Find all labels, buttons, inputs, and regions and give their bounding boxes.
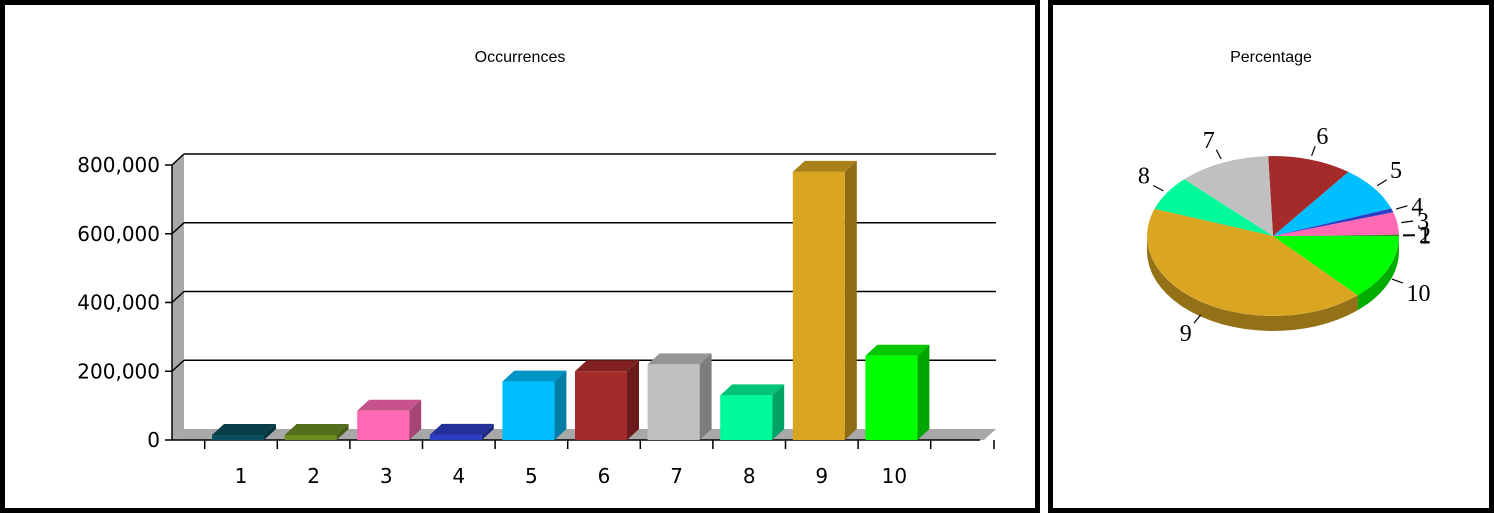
gridline-diagonal — [171, 359, 185, 372]
pie-slice-3 — [1273, 212, 1399, 236]
y-tick-label: 200,000 — [77, 359, 160, 383]
bar-3 — [357, 399, 422, 440]
bar-front — [284, 435, 337, 440]
percentage-chart-panel: Percentage 1 2 3 4 5 6 7 8 9 10 — [1048, 0, 1494, 513]
y-tick-label: 400,000 — [77, 291, 160, 315]
x-tick-label: 9 — [815, 464, 828, 488]
pie-slice-4 — [1273, 208, 1394, 236]
x-tick-label: 7 — [670, 464, 683, 488]
bar-top — [502, 370, 567, 382]
pie-leader-10 — [1391, 278, 1404, 284]
bar-front — [720, 395, 773, 440]
occurrences-chart-title: Occurrences — [474, 49, 566, 66]
y-tick-label: 800,000 — [77, 153, 160, 177]
bar-6 — [575, 360, 639, 440]
pie-slice-2 — [1273, 234, 1400, 236]
bar-9 — [792, 160, 857, 440]
y-tick-label: 600,000 — [77, 222, 160, 246]
bar-front — [357, 410, 410, 440]
x-tick-label: 4 — [452, 464, 465, 488]
pie-slice-7 — [1184, 156, 1273, 236]
pie-side-9 — [1147, 236, 1358, 331]
pie-label-2: 2 — [1419, 223, 1431, 249]
bar-side — [772, 384, 785, 440]
bar-8 — [720, 384, 785, 440]
pie-leader-7 — [1215, 149, 1222, 160]
y-tick-label: 0 — [147, 428, 160, 452]
bar-5 — [502, 370, 567, 440]
bar-7 — [647, 353, 712, 440]
bar-1 — [212, 424, 276, 440]
bar-front — [212, 435, 264, 440]
pie-leader-9 — [1193, 314, 1202, 324]
bar-top — [575, 360, 639, 372]
pie-label-7: 7 — [1203, 128, 1215, 154]
bar-top — [212, 424, 276, 435]
bar-10 — [865, 344, 930, 440]
x-tick-label: 3 — [380, 464, 393, 488]
pie-leader-5 — [1376, 179, 1388, 187]
bar-front — [575, 371, 627, 440]
x-tick-label: 1 — [235, 464, 248, 488]
bar-top — [429, 423, 494, 435]
bar-top — [357, 399, 422, 411]
pie-label-9: 9 — [1180, 321, 1192, 347]
bar-side — [336, 424, 349, 440]
bar-4 — [429, 423, 494, 440]
bar-side — [917, 344, 930, 440]
bar-2 — [284, 424, 349, 440]
pie-leader-6 — [1311, 146, 1316, 156]
x-tick-label: 2 — [307, 464, 320, 488]
bar-top — [720, 384, 785, 396]
pie-label-8: 8 — [1138, 163, 1150, 189]
pie-label-10: 10 — [1407, 281, 1431, 307]
bar-top — [284, 424, 349, 435]
pie-leader-4 — [1395, 205, 1408, 210]
x-tick-label: 10 — [882, 464, 907, 488]
pie-label-3: 3 — [1417, 209, 1429, 235]
bar-top — [865, 344, 930, 356]
bar-chart-body: 0 200,000 400,000 600,000 800,000 1 2 3 4 5 6 7 8 9 10 — [77, 153, 996, 488]
percentage-chart-title: Percentage — [1230, 49, 1312, 66]
pie-slice-10 — [1273, 236, 1399, 296]
bar-front — [792, 171, 845, 440]
pie-slice-5 — [1273, 171, 1392, 236]
bar-side — [264, 424, 276, 440]
gridline-diagonal — [171, 222, 185, 235]
x-tick-label: 5 — [525, 464, 538, 488]
x-tick-label: 8 — [743, 464, 756, 488]
bar-side — [699, 353, 712, 440]
pie-label-5: 5 — [1390, 158, 1402, 184]
bar-top — [792, 160, 857, 172]
pie-leader-8 — [1152, 184, 1164, 192]
pie-slice-6 — [1268, 156, 1349, 236]
pie-slice-9 — [1147, 208, 1358, 316]
bar-side — [481, 423, 494, 440]
bar-top — [647, 353, 712, 365]
bar-front — [502, 381, 555, 440]
gridline-diagonal — [171, 153, 185, 166]
pie-side-10 — [1357, 236, 1399, 311]
bar-side — [554, 370, 567, 440]
pie-label-4: 4 — [1411, 194, 1423, 220]
gridline-diagonal — [171, 290, 185, 304]
bar-front — [429, 434, 482, 440]
bar-side — [409, 399, 422, 440]
pie-slice-8 — [1154, 179, 1273, 236]
pie-label-1: 1 — [1419, 224, 1431, 250]
pie-slice-1 — [1273, 235, 1400, 236]
pie-label-6: 6 — [1316, 124, 1328, 150]
bar-side — [627, 360, 639, 440]
bar-front — [647, 364, 700, 440]
x-tick-label: 6 — [598, 464, 611, 488]
occurrences-bar-chart: 0 200,000 400,000 600,000 800,000 1 2 3 4 5 6 7 8 9 10 — [77, 153, 996, 488]
bar-front — [865, 355, 918, 440]
bar-side — [844, 160, 857, 440]
occurrences-chart-panel: Occurrences 0 200,000 400,000 600,000 800,00… — [0, 0, 1040, 513]
pie-leader-3 — [1401, 220, 1414, 224]
